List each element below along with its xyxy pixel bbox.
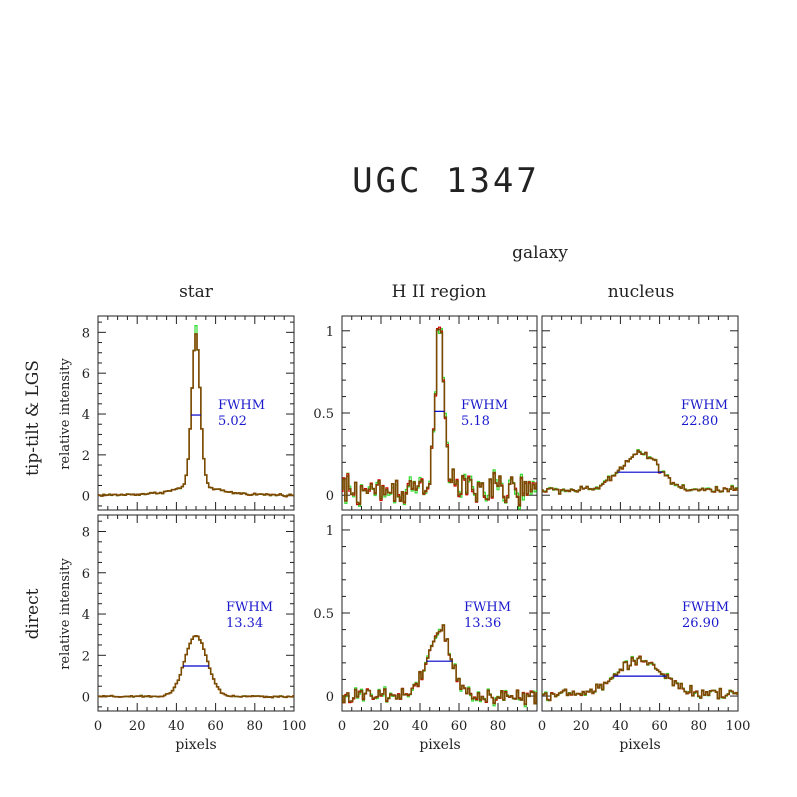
fwhm-value: 13.34 [226, 616, 263, 631]
x-tick-label: 60 [451, 719, 468, 734]
x-tick-label: 80 [247, 719, 264, 734]
y-tick-label: 6 [82, 367, 90, 382]
y-tick-label: 2 [82, 649, 90, 664]
x-axis-label-hii: pixels [419, 737, 460, 753]
x-tick-label: 40 [412, 719, 429, 734]
x-tick-label: 40 [168, 719, 185, 734]
x-tick-label: 0 [94, 719, 102, 734]
x-tick-label: 20 [129, 719, 146, 734]
profile-green-line [342, 624, 537, 708]
fwhm-value: 26.90 [682, 616, 719, 631]
x-tick-label: 80 [490, 719, 507, 734]
fwhm-value: 5.02 [218, 414, 247, 429]
profile-green-line [342, 328, 537, 510]
y-axis-label-bottom: relative intensity [58, 558, 73, 670]
profile-red-line [342, 624, 537, 705]
x-tick-label: 80 [691, 719, 708, 734]
y-tick-label: 4 [82, 608, 90, 623]
fwhm-label: FWHM [218, 398, 265, 413]
fwhm-value: 22.80 [681, 414, 718, 429]
fwhm-label: FWHM [226, 600, 273, 615]
y-tick-label: 0 [326, 690, 334, 705]
y-tick-label: 0.5 [313, 407, 334, 422]
y-tick-label: 1 [326, 325, 334, 340]
row-title-direct: direct [23, 588, 43, 639]
x-tick-label: 60 [651, 719, 668, 734]
x-tick-label: 60 [207, 719, 224, 734]
fwhm-value: 5.18 [461, 414, 490, 429]
y-tick-label: 4 [82, 408, 90, 423]
fwhm-label: FWHM [681, 398, 728, 413]
fwhm-label: FWHM [682, 600, 729, 615]
column-title-nucleus: nucleus [608, 282, 675, 302]
y-tick-label: 0.5 [313, 607, 334, 622]
galaxy-label: galaxy [512, 243, 568, 263]
profile-green-line [98, 635, 294, 699]
profile-line [98, 635, 294, 699]
x-tick-label: 20 [373, 719, 390, 734]
plot-frame [341, 315, 538, 511]
figure-title: UGC 1347 [352, 161, 540, 201]
x-tick-label: 0 [338, 719, 346, 734]
column-title-star: star [179, 282, 214, 302]
fwhm-label: FWHM [464, 600, 511, 615]
x-axis-label-nucleus: pixels [619, 737, 660, 753]
y-tick-label: 8 [82, 526, 90, 541]
panels: 02468FWHM5.0200.51FWHM5.18FWHM22.8002468… [82, 315, 751, 734]
y-tick-label: 0 [82, 691, 90, 706]
profile-line [542, 655, 738, 702]
plot-frame [541, 315, 739, 511]
profile-line [98, 333, 294, 498]
profile-line [542, 449, 738, 495]
y-axis-label-top: relative intensity [58, 358, 73, 470]
fwhm-value: 13.36 [464, 616, 501, 631]
profile-line [342, 328, 537, 507]
x-tick-label: 40 [612, 719, 629, 734]
x-tick-label: 20 [573, 719, 590, 734]
profile-line [342, 624, 537, 706]
y-tick-label: 8 [82, 326, 90, 341]
y-tick-label: 0 [326, 489, 334, 504]
column-title-hii: H II region [392, 282, 487, 302]
x-tick-label: 100 [282, 719, 307, 734]
x-axis-label-star: pixels [175, 737, 216, 753]
y-tick-label: 0 [82, 490, 90, 505]
y-tick-label: 2 [82, 449, 90, 464]
y-tick-label: 6 [82, 567, 90, 582]
x-tick-label: 0 [538, 719, 546, 734]
x-tick-label: 100 [726, 719, 751, 734]
row-title-tiptilt: tip-tilt & LGS [23, 360, 43, 476]
plot-frame [97, 315, 295, 511]
fwhm-label: FWHM [461, 398, 508, 413]
y-tick-label: 1 [326, 524, 334, 539]
profile-red-line [342, 326, 537, 506]
